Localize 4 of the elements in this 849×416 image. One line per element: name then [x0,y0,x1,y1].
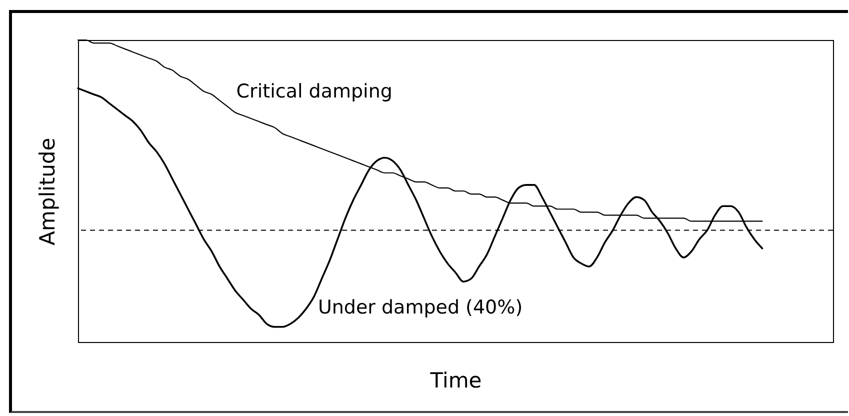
series-label: Critical damping [236,80,392,102]
y-axis-title: Amplitude [36,138,60,246]
series-label: Under damped (40%) [318,296,523,319]
x-axis-title: Time [429,368,482,392]
